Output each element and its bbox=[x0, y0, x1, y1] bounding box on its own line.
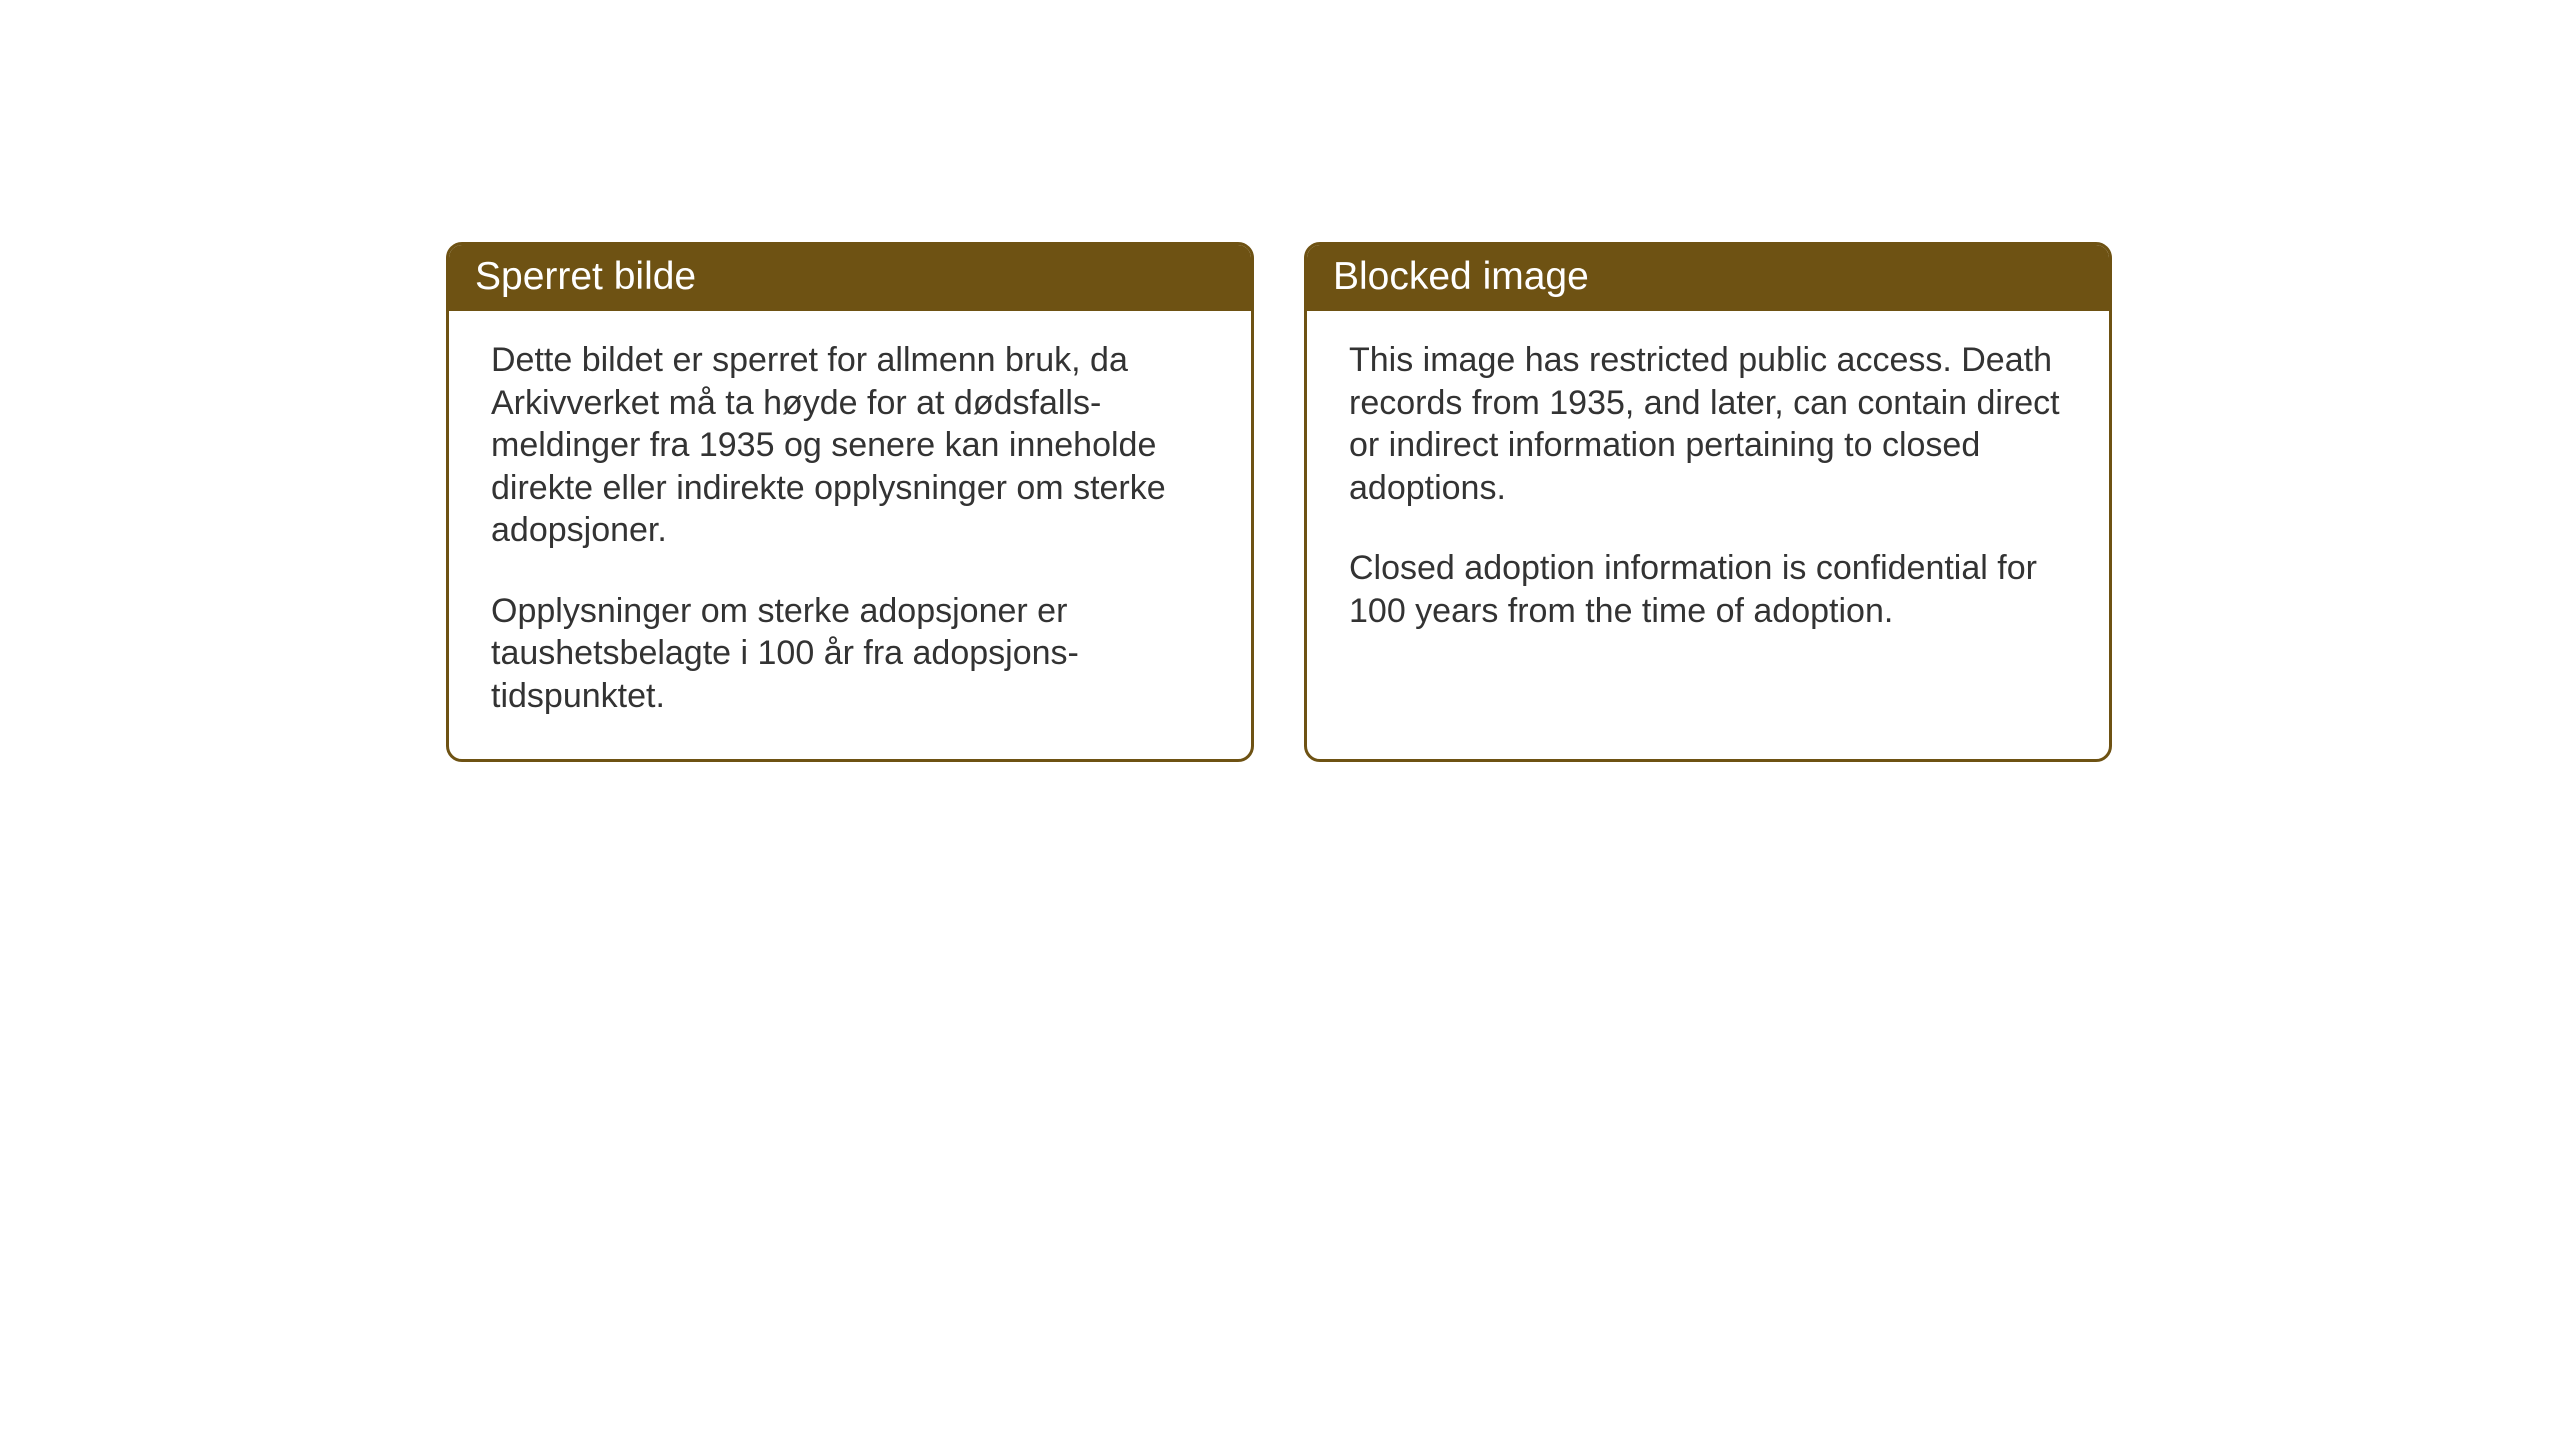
notice-container: Sperret bilde Dette bildet er sperret fo… bbox=[446, 242, 2112, 762]
card-body-norwegian: Dette bildet er sperret for allmenn bruk… bbox=[449, 311, 1251, 759]
card-title-norwegian: Sperret bilde bbox=[475, 255, 696, 298]
card-body-english: This image has restricted public access.… bbox=[1307, 311, 2109, 674]
card-header-english: Blocked image bbox=[1307, 245, 2109, 311]
notice-card-english: Blocked image This image has restricted … bbox=[1304, 242, 2112, 762]
card-paragraph-norwegian-1: Dette bildet er sperret for allmenn bruk… bbox=[491, 339, 1209, 552]
card-header-norwegian: Sperret bilde bbox=[449, 245, 1251, 311]
card-paragraph-norwegian-2: Opplysninger om sterke adopsjoner er tau… bbox=[491, 590, 1209, 718]
card-paragraph-english-1: This image has restricted public access.… bbox=[1349, 339, 2067, 509]
card-title-english: Blocked image bbox=[1333, 255, 1589, 298]
notice-card-norwegian: Sperret bilde Dette bildet er sperret fo… bbox=[446, 242, 1254, 762]
card-paragraph-english-2: Closed adoption information is confident… bbox=[1349, 547, 2067, 632]
